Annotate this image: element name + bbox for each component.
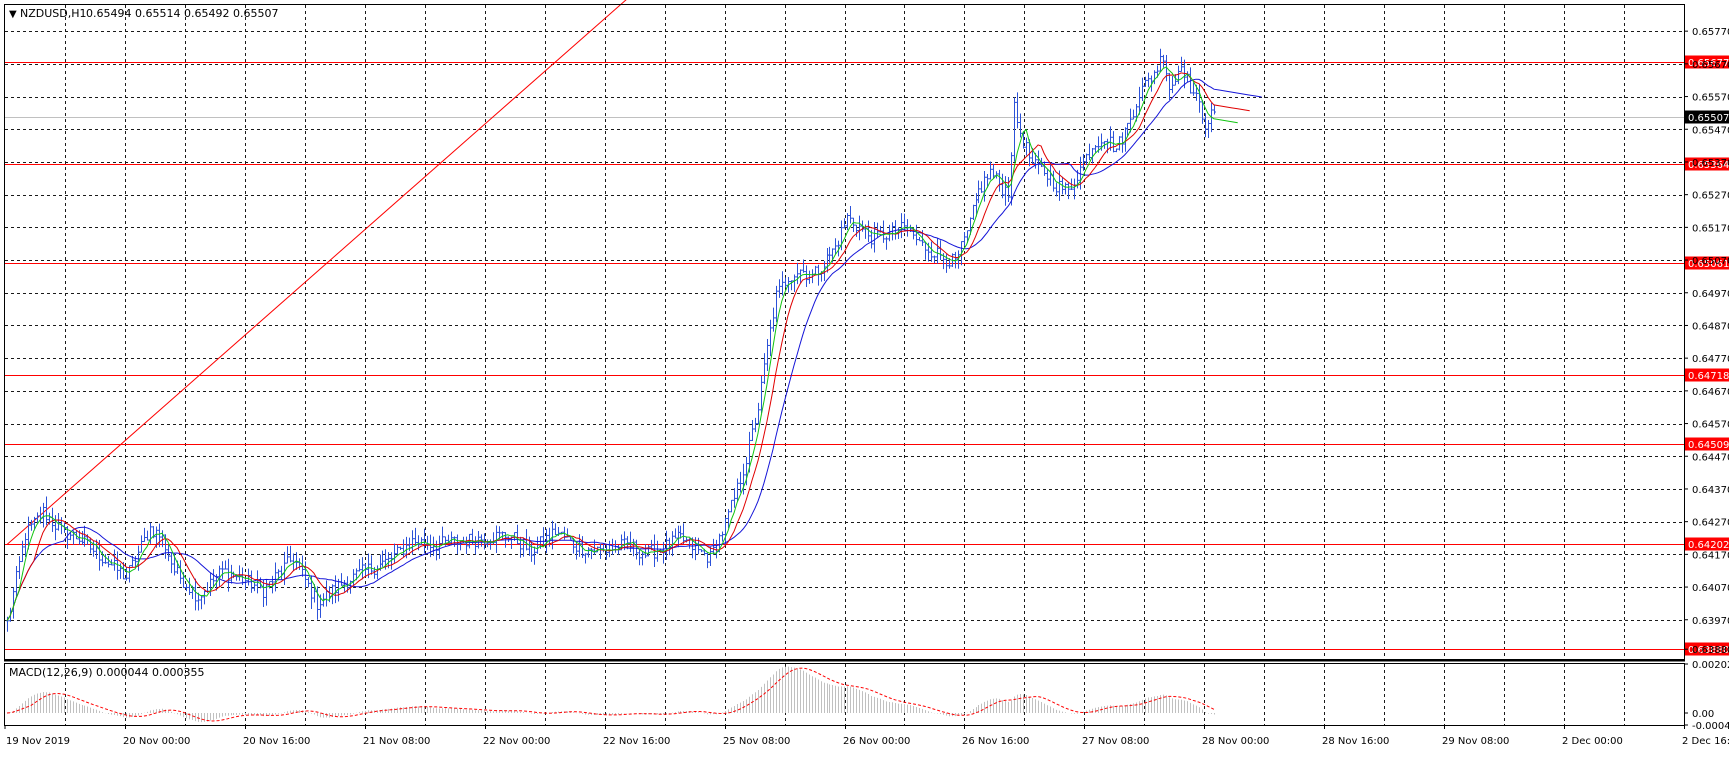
symbol-label: NZDUSD,H1 [20,7,87,20]
x-tick-label: 25 Nov 08:00 [723,736,790,747]
level-price-tag [1685,368,1729,382]
x-tick-label: 2 Dec 00:00 [1562,736,1623,747]
x-tick-label: 20 Nov 16:00 [243,736,310,747]
level-price-tag [1685,157,1729,171]
level-price-tag [1685,537,1729,551]
ma-fast-line [6,66,1238,621]
ma-mid-line [6,72,1250,621]
current-price-tag [1685,110,1729,124]
x-tick-label: 28 Nov 16:00 [1322,736,1389,747]
x-tick-label: 19 Nov 2019 [6,736,70,747]
x-tick-label: 26 Nov 16:00 [962,736,1029,747]
x-tick-label: 20 Nov 00:00 [123,736,190,747]
x-tick-label: 22 Nov 16:00 [603,736,670,747]
level-price-label: 0.65061 [1688,259,1729,270]
y-tick-label: 0.63880 [1692,645,1729,656]
level-price-label: 0.64202 [1688,540,1729,551]
x-tick-label: 29 Nov 08:00 [1442,736,1509,747]
level-price-label: 0.65364 [1688,160,1729,171]
level-price-tag [1685,437,1729,451]
triangle-down-icon[interactable]: ▼ [9,9,17,20]
macd-grid [65,664,1625,725]
trendline[interactable] [6,0,639,545]
x-tick-label: 2 Dec 16:00 [1682,736,1729,747]
x-tick-label: 27 Nov 08:00 [1082,736,1149,747]
time-axis: 19 Nov 2019 20 Nov 00:00 20 Nov 16:00 21 No… [4,725,1729,747]
level-price-tag [1685,256,1729,270]
level-price-label: 0.65677 [1688,58,1729,69]
x-tick-label: 26 Nov 00:00 [843,736,910,747]
level-price-label: 0.63880 [1688,645,1729,656]
level-price-tag [1685,642,1729,656]
macd-label: MACD(12,26,9) 0.000044 0.000355 [9,666,205,679]
macd-pane-frame [4,663,1685,726]
x-tick-label: 28 Nov 00:00 [1202,736,1269,747]
macd-y-tick-label: 0.002027 [1692,660,1729,671]
level-price-tag [1685,55,1729,69]
macd-signal-line [6,667,1215,722]
macd-y-tick-label: -0.000497 [1692,721,1729,732]
macd-y-tick-label: 0.00 [1692,709,1714,720]
level-price-label: 0.64509 [1688,440,1729,451]
x-tick-label: 21 Nov 08:00 [363,736,430,747]
x-tick-label: 22 Nov 00:00 [483,736,550,747]
current-price-label: 0.65507 [1688,113,1729,124]
ohlc-label: 0.65494 0.65514 0.65492 0.65507 [86,7,278,20]
level-price-label: 0.64718 [1688,371,1729,382]
horizontal-levels[interactable]: 0.65677 0.65364 0.65061 0.64718 0.64509 0.642… [5,55,1729,657]
